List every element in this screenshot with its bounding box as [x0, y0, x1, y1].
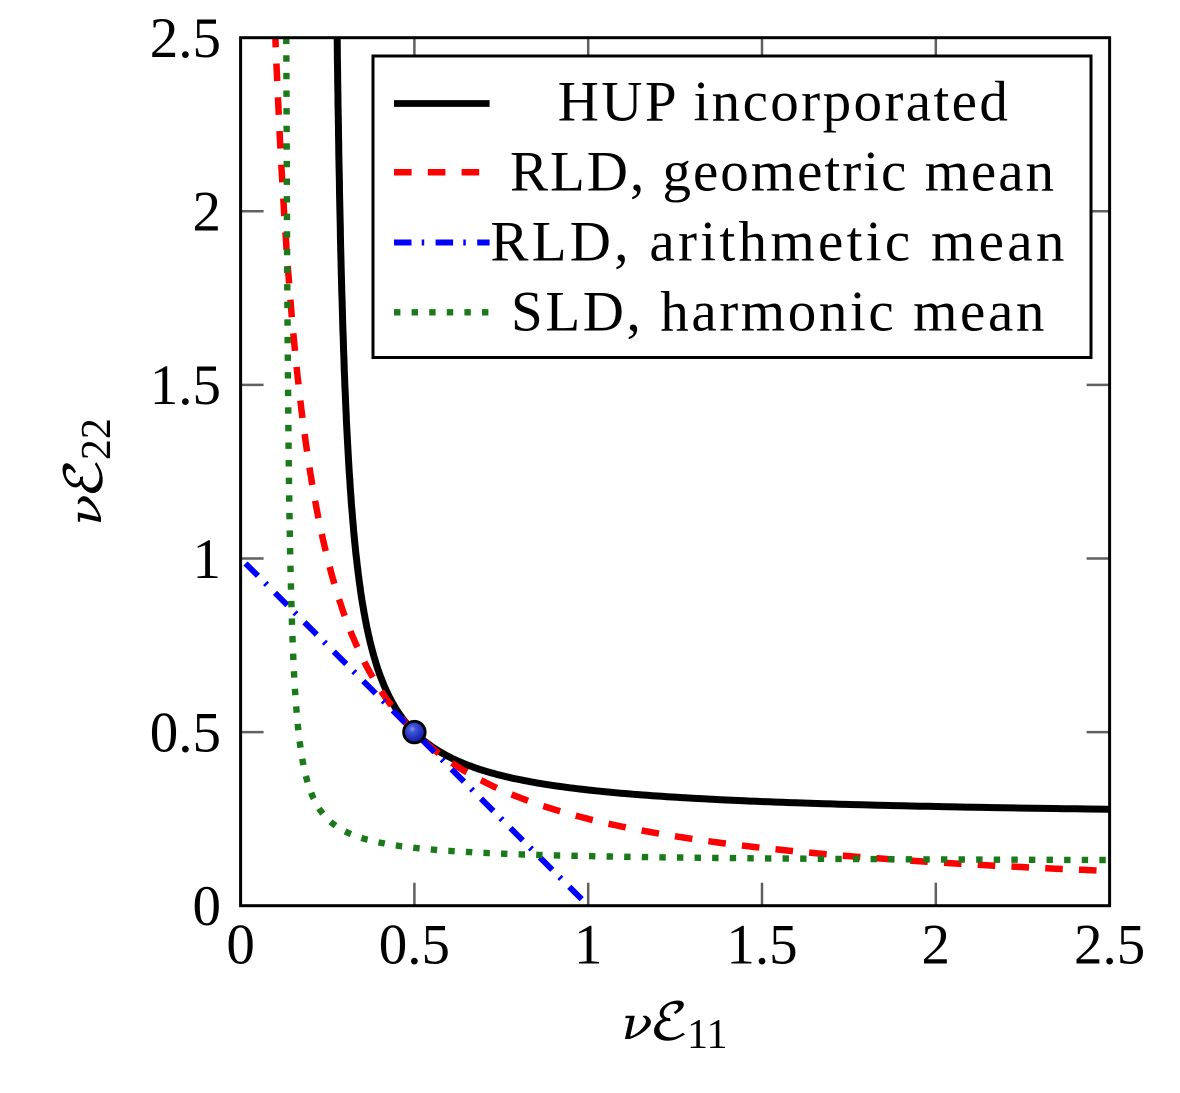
svg-text:2.5: 2.5 — [1074, 914, 1145, 977]
svg-text:SLD, harmonic mean: SLD, harmonic mean — [511, 281, 1047, 344]
svg-text:22: 22 — [74, 418, 120, 460]
svg-text:2.5: 2.5 — [150, 7, 221, 70]
svg-text:2: 2 — [193, 181, 222, 244]
svg-text:1.5: 1.5 — [726, 914, 797, 977]
svg-text:0: 0 — [226, 914, 255, 977]
svg-text:1: 1 — [193, 528, 222, 591]
svg-text:RLD, geometric mean: RLD, geometric mean — [510, 141, 1056, 204]
svg-text:0: 0 — [193, 875, 222, 938]
svg-text:0.5: 0.5 — [379, 914, 450, 977]
svg-text:2: 2 — [922, 914, 951, 977]
svg-text:1: 1 — [574, 914, 603, 977]
svg-text:0.5: 0.5 — [150, 701, 221, 764]
svg-text:HUP incorporated: HUP incorporated — [558, 71, 1011, 134]
svg-text:RLD, arithmetic mean: RLD, arithmetic mean — [490, 211, 1067, 274]
svg-text:11: 11 — [687, 1012, 727, 1058]
svg-text:1.5: 1.5 — [150, 354, 221, 417]
